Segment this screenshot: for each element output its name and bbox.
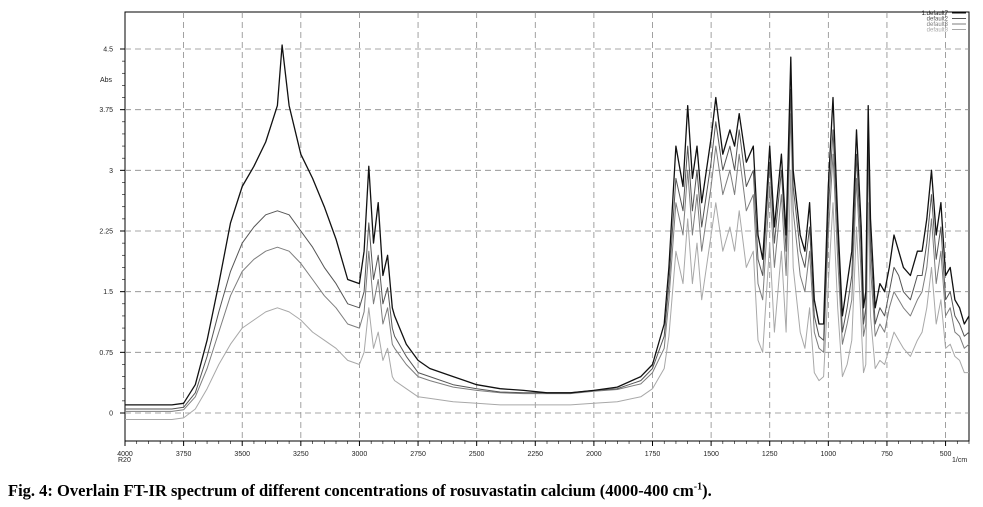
series-lines: [125, 44, 970, 420]
caption-suffix: ).: [702, 481, 712, 500]
x-tick-label: 2250: [527, 451, 543, 458]
x-tick-label: 1750: [645, 451, 661, 458]
figure-caption: Fig. 4: Overlain FT-IR spectrum of diffe…: [8, 481, 712, 501]
y-tick-label: 1.5: [103, 289, 113, 296]
series-line-2: [125, 88, 970, 410]
caption-superscript: -1: [693, 481, 703, 493]
caption-text: Fig. 4: Overlain FT-IR spectrum of diffe…: [8, 481, 694, 500]
legend-label: 1.default7: [922, 11, 949, 17]
x-tick-label: 3750: [176, 451, 192, 458]
series-line-4: [125, 169, 969, 420]
y-tick-label: 0.75: [99, 350, 113, 357]
x-tick-label: 4000: [117, 451, 133, 458]
x-tick-label: 2750: [410, 451, 426, 458]
legend-label: default2: [927, 17, 949, 23]
x-tick-label: 3000: [352, 451, 368, 458]
x-tick-label: 2000: [586, 451, 602, 458]
legend-label: default8: [927, 28, 949, 34]
y-tick-label: 0: [109, 411, 113, 418]
x-tick-label: 3250: [293, 451, 309, 458]
x-tick-label: 2500: [469, 451, 485, 458]
ftir-chart: 0 0.75 1.5 2.25 3 3.75 4.5 4000 3750 3500 3250 300…: [99, 11, 970, 464]
y-tick-label: 4.5: [103, 47, 113, 54]
x-axis: 4000 3750 3500 3250 3000 2750 2500 2250 2000 1750…: [117, 441, 970, 458]
y-tick-label: 2.25: [99, 229, 113, 236]
x-tick-label: 750: [881, 451, 893, 458]
series-line-3: [125, 113, 970, 412]
x-tick-label: 1250: [762, 451, 778, 458]
x-axis-label-left: R20: [118, 457, 131, 464]
y-axis-label: Abs: [100, 77, 113, 84]
x-tick-label: 1500: [703, 451, 719, 458]
legend-label: default3: [927, 22, 949, 28]
y-tick-label: 3.75: [99, 107, 113, 114]
x-tick-label: 3500: [234, 451, 250, 458]
x-axis-label-right: 1/cm: [952, 457, 967, 464]
series-line-1: [125, 44, 970, 406]
x-tick-label: 1000: [821, 451, 837, 458]
y-tick-label: 3: [109, 168, 113, 175]
x-tick-label: 500: [940, 451, 952, 458]
y-axis: 0 0.75 1.5 2.25 3 3.75 4.5: [99, 47, 125, 418]
